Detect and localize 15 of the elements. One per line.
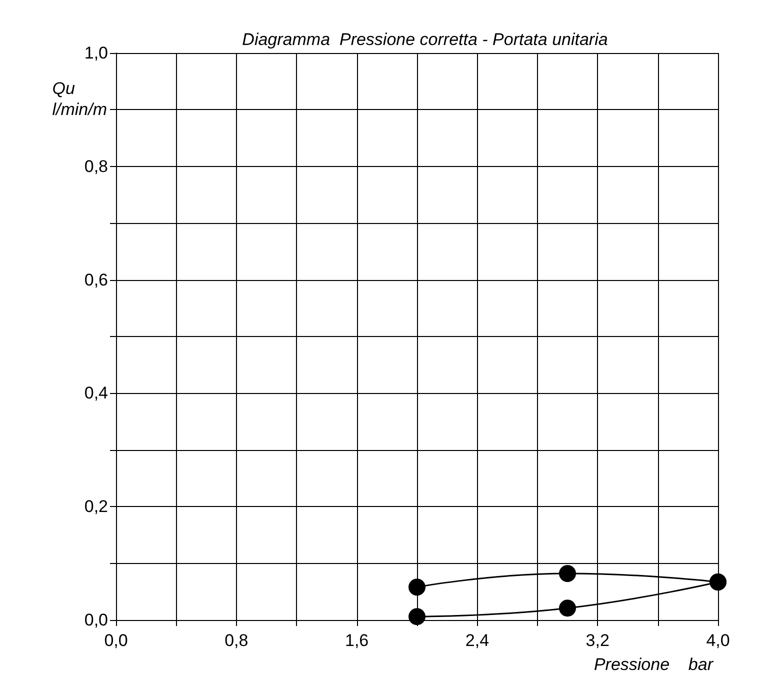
x-tick-label: 1,6 bbox=[344, 631, 369, 650]
x-axis-title: Pressione bar bbox=[594, 655, 714, 674]
y-tick-label: 0,8 bbox=[84, 156, 108, 176]
y-tick-label: 1,0 bbox=[84, 44, 108, 62]
y-tick-label: 0,0 bbox=[84, 610, 108, 630]
y-tick-label: 0,6 bbox=[84, 270, 108, 290]
y-tick-label: 0,4 bbox=[84, 384, 108, 403]
chart-title: Diagramma Pressione corretta - Portata unitaria bbox=[242, 30, 608, 49]
x-tick-label: 2,4 bbox=[465, 631, 490, 650]
y-tick-label: 0,2 bbox=[84, 497, 108, 516]
x-tick-label: 0,0 bbox=[104, 631, 128, 650]
x-tick-label: 0,8 bbox=[224, 631, 248, 650]
x-tick-label: 4,0 bbox=[706, 631, 730, 650]
x-tick-label: 3,2 bbox=[586, 631, 610, 650]
y-axis-title: Qu l/min/m bbox=[52, 79, 108, 119]
